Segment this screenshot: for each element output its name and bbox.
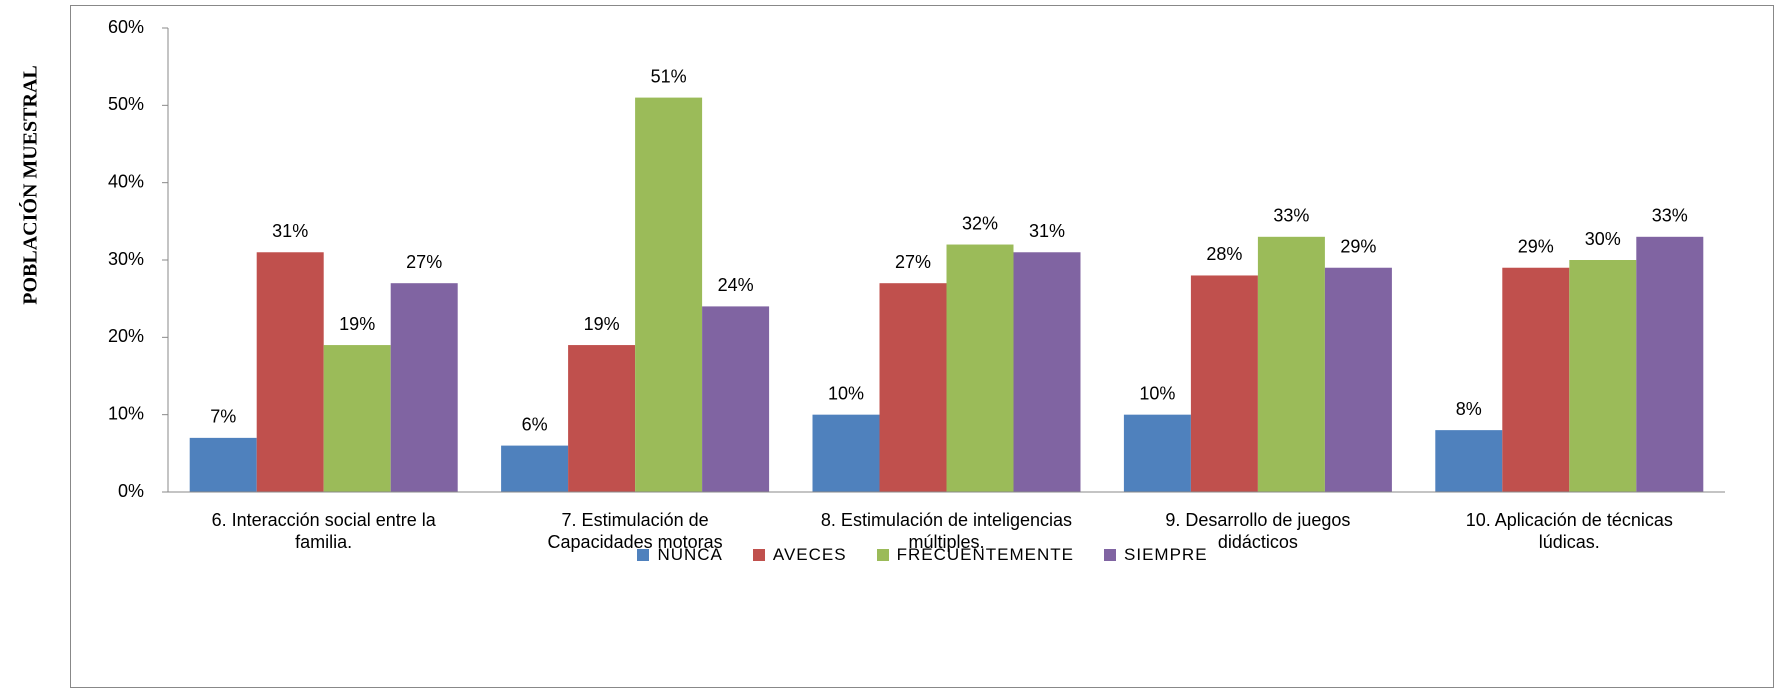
data-label: 29%	[1340, 236, 1376, 256]
legend-label: NUNCA	[657, 545, 723, 564]
data-label: 31%	[272, 221, 308, 241]
data-label: 24%	[718, 275, 754, 295]
data-label: 6%	[522, 414, 548, 434]
bar	[1324, 267, 1392, 492]
bar	[1435, 430, 1503, 492]
bar	[568, 345, 636, 492]
data-label: 30%	[1585, 229, 1621, 249]
legend-item: NUNCA	[637, 545, 722, 565]
bar	[323, 345, 391, 492]
y-tick-label: 40%	[108, 171, 144, 191]
data-label: 32%	[962, 213, 998, 233]
x-tick-label: 6. Interacción social entre la familia.	[211, 510, 436, 552]
bar	[1502, 267, 1570, 492]
legend-swatch	[752, 549, 765, 561]
data-label: 33%	[1652, 206, 1688, 226]
data-label: 28%	[1206, 244, 1242, 264]
legend-swatch	[637, 549, 650, 561]
bar	[1013, 252, 1081, 492]
bar	[635, 97, 703, 492]
x-tick-label: 10. Aplicación de técnicas lúdicas.	[1465, 510, 1673, 552]
bar	[702, 306, 770, 492]
legend-swatch	[876, 549, 889, 561]
bar	[1190, 275, 1258, 492]
bar	[946, 244, 1014, 492]
legend-label: FRECUENTEMENTE	[896, 545, 1075, 564]
bar	[1257, 236, 1325, 492]
data-label: 27%	[895, 252, 931, 272]
bar	[501, 445, 569, 492]
x-tick-label: 8. Estimulación de inteligencias múltipl…	[820, 510, 1073, 552]
data-label: 7%	[210, 407, 236, 427]
legend: NUNCA AVECES FRECUENTEMENTE SIEMPRE	[70, 545, 1775, 565]
x-tick-label: 9. Desarrollo de juegos didácticos	[1165, 510, 1351, 552]
y-tick-label: 20%	[108, 326, 144, 346]
data-label: 51%	[651, 66, 687, 86]
bar	[390, 283, 458, 492]
legend-item: FRECUENTEMENTE	[876, 545, 1075, 565]
data-label: 31%	[1029, 221, 1065, 241]
bar	[1123, 414, 1191, 492]
data-label: 8%	[1456, 399, 1482, 419]
bar	[189, 437, 257, 492]
x-tick-label: 7. Estimulación de Capacidades motoras	[547, 510, 723, 552]
bar	[879, 283, 947, 492]
y-tick-label: 30%	[108, 249, 144, 269]
legend-swatch	[1104, 549, 1117, 561]
legend-label: SIEMPRE	[1124, 545, 1208, 564]
y-tick-label: 50%	[108, 94, 144, 114]
legend-item: AVECES	[752, 545, 847, 565]
bar	[1569, 260, 1637, 492]
data-label: 10%	[1139, 383, 1175, 403]
data-label: 19%	[339, 314, 375, 334]
data-label: 27%	[406, 252, 442, 272]
y-tick-label: 0%	[118, 481, 144, 501]
data-label: 33%	[1273, 206, 1309, 226]
legend-item: SIEMPRE	[1104, 545, 1208, 565]
y-tick-label: 60%	[108, 17, 144, 37]
y-axis-title: POBLACIÓN MUESTRAL	[18, 65, 42, 304]
bar	[812, 414, 880, 492]
y-tick-label: 10%	[108, 403, 144, 423]
bar	[1636, 236, 1704, 492]
data-label: 10%	[828, 383, 864, 403]
bar	[256, 252, 324, 492]
legend-label: AVECES	[772, 545, 847, 564]
data-label: 19%	[584, 314, 620, 334]
data-label: 29%	[1518, 236, 1554, 256]
